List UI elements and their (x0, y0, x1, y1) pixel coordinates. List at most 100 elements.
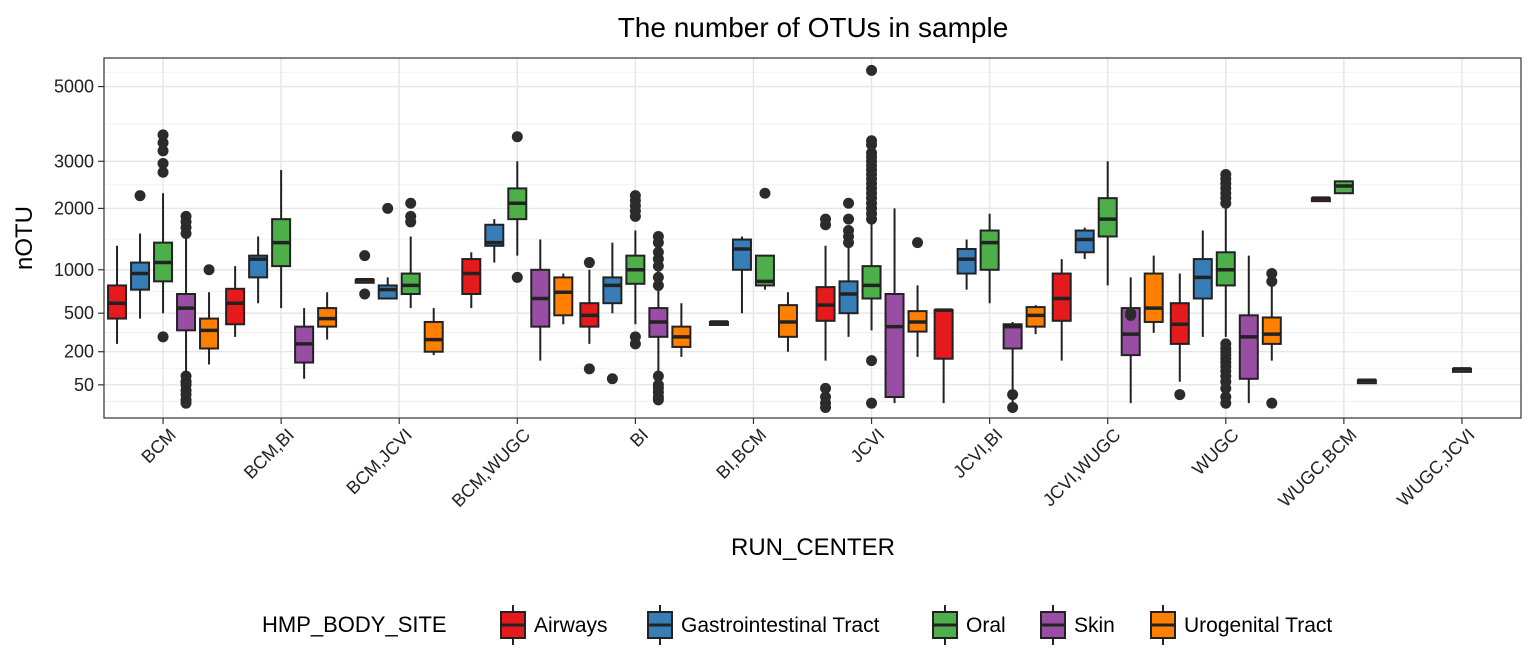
box-skin (176, 210, 197, 409)
box-skin (648, 230, 669, 406)
outlier-point (629, 338, 641, 350)
outlier-point (820, 402, 832, 414)
legend-item: Airways (500, 605, 608, 645)
box-body (484, 223, 505, 247)
outlier-point (157, 137, 169, 149)
box-body (248, 254, 269, 279)
box-urogenital-tract (423, 308, 444, 356)
y-axis: 50 200 500 1000 2000 3000 5000 (54, 77, 104, 395)
box-gastrointestinal-tract (1074, 227, 1095, 260)
box-body (423, 320, 444, 353)
outlier-point (866, 64, 878, 76)
outlier-point (180, 397, 192, 409)
box-body (979, 229, 1000, 271)
outlier-point (180, 210, 192, 222)
boxplot-marks (107, 64, 1472, 414)
outlier-point (652, 246, 664, 258)
legend-title: HMP_BODY_SITE (262, 612, 447, 637)
box-body (199, 317, 220, 350)
box-skin (530, 239, 551, 361)
box-body (1143, 272, 1164, 323)
outlier-point (820, 213, 832, 225)
box-body (1074, 229, 1095, 254)
outlier-point (134, 190, 146, 202)
outlier-point (157, 166, 169, 178)
box-urogenital-tract (317, 292, 338, 340)
outlier-point (652, 230, 664, 242)
box-body (956, 248, 977, 275)
y-tick-label: 5000 (54, 77, 94, 97)
box-urogenital-tract (907, 237, 928, 357)
outlier-point (1266, 397, 1278, 409)
outlier-point (1220, 168, 1232, 180)
legend-item: Oral (932, 605, 1006, 645)
outlier-point (652, 370, 664, 382)
outlier-point (843, 237, 855, 249)
outlier-point (1266, 275, 1278, 287)
box-oral (861, 64, 882, 409)
plot-panel-border (103, 57, 1522, 419)
outlier-point (629, 190, 641, 202)
box-airways (461, 252, 482, 309)
y-tick-label: 3000 (54, 151, 94, 171)
box-oral (507, 131, 528, 283)
box-skin (884, 208, 905, 404)
box-oral (754, 187, 775, 290)
legend-label: Skin (1074, 614, 1115, 637)
x-axis-title: RUN_CENTER (731, 534, 895, 561)
outlier-point (1266, 268, 1278, 280)
box-gastrointestinal-tract (248, 236, 269, 304)
outlier-point (405, 210, 417, 222)
box-airways (1169, 273, 1190, 401)
legend-label: Oral (966, 614, 1006, 637)
outlier-point (759, 187, 771, 199)
box-airways (579, 257, 600, 375)
outlier-point (1007, 389, 1019, 401)
box-body (553, 276, 574, 317)
outlier-point (843, 197, 855, 209)
box-gastrointestinal-tract (1192, 230, 1213, 337)
box-body (461, 258, 482, 295)
box-airways (708, 320, 729, 326)
box-gastrointestinal-tract (484, 219, 505, 263)
legend: HMP_BODY_SITE Airways Gastrointestinal Tr… (262, 605, 1332, 645)
box-gastrointestinal-tract (602, 242, 623, 385)
box-body (884, 292, 905, 399)
outlier-point (157, 145, 169, 157)
box-urogenital-tract (671, 303, 692, 357)
box-airways (1310, 196, 1331, 203)
outlier-point (405, 197, 417, 209)
box-body (933, 309, 954, 360)
box-skin (1238, 255, 1259, 404)
legend-item: Gastrointestinal Tract (647, 605, 880, 645)
box-airways (1051, 259, 1072, 361)
y-tick-label: 500 (64, 303, 94, 323)
outlier-point (203, 264, 215, 276)
legend-item: Urogenital Tract (1150, 605, 1332, 645)
box-oral (400, 197, 421, 309)
box-body (602, 276, 623, 305)
outlier-point (866, 147, 878, 159)
box-body (377, 284, 398, 300)
outlier-point (912, 237, 924, 249)
outlier-point (1220, 382, 1232, 394)
outlier-point (382, 202, 394, 214)
outlier-point (820, 382, 832, 394)
box-skin (1002, 321, 1023, 414)
box-body (130, 261, 151, 291)
box-body (1238, 314, 1259, 380)
legend-label: Urogenital Tract (1184, 614, 1332, 637)
box-urogenital-tract (553, 273, 574, 325)
outlier-point (157, 331, 169, 343)
outlier-point (180, 376, 192, 388)
outlier-point (1007, 402, 1019, 414)
outlier-point (1220, 397, 1232, 409)
outlier-point (583, 363, 595, 375)
box-body (1261, 316, 1282, 345)
box-urogenital-tract (1261, 268, 1282, 409)
y-tick-label: 1000 (54, 260, 94, 280)
box-urogenital-tract (777, 292, 798, 352)
box-urogenital-tract (1143, 255, 1164, 333)
outlier-point (1125, 307, 1137, 319)
box-oral (1097, 161, 1118, 286)
